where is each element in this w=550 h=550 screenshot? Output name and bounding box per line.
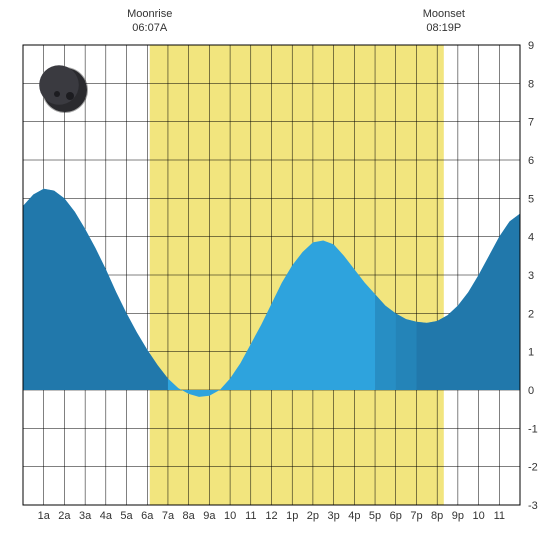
x-tick-label: 12 xyxy=(265,510,277,522)
moonrise-label: Moonrise xyxy=(127,8,172,20)
moonset-label: Moonset xyxy=(423,8,465,20)
x-tick-label: 9p xyxy=(452,510,464,522)
chart-svg: 1a2a3a4a5a6a7a8a9a1011121p2p3p4p5p6p7p8p… xyxy=(0,0,550,550)
moonrise-time: 06:07A xyxy=(132,22,168,34)
x-tick-label: 2p xyxy=(307,510,319,522)
tide-chart: 1a2a3a4a5a6a7a8a9a1011121p2p3p4p5p6p7p8p… xyxy=(0,0,550,550)
x-tick-label: 6a xyxy=(141,510,154,522)
x-tick-label: 7a xyxy=(162,510,175,522)
y-tick-label: 5 xyxy=(528,193,534,205)
moonset-time: 08:19P xyxy=(426,22,461,34)
x-tick-label: 7p xyxy=(410,510,422,522)
y-tick-label: 1 xyxy=(528,347,534,359)
x-tick-label: 9a xyxy=(203,510,216,522)
x-tick-label: 3a xyxy=(79,510,92,522)
x-tick-label: 11 xyxy=(494,510,505,522)
x-tick-label: 3p xyxy=(328,510,340,522)
y-tick-label: 0 xyxy=(528,385,534,397)
y-tick-label: 8 xyxy=(528,78,534,90)
x-tick-label: 6p xyxy=(390,510,402,522)
x-tick-label: 2a xyxy=(58,510,71,522)
x-tick-label: 10 xyxy=(472,510,484,522)
y-tick-label: 2 xyxy=(528,308,534,320)
y-tick-label: -1 xyxy=(528,423,538,435)
x-tick-label: 1a xyxy=(38,510,51,522)
x-tick-label: 11 xyxy=(245,510,256,522)
y-tick-label: 9 xyxy=(528,40,534,52)
x-tick-label: 10 xyxy=(224,510,236,522)
y-tick-label: -3 xyxy=(528,500,538,512)
x-tick-label: 4a xyxy=(100,510,113,522)
x-tick-label: 4p xyxy=(348,510,360,522)
x-tick-label: 8a xyxy=(183,510,196,522)
y-tick-label: -2 xyxy=(528,462,538,474)
x-tick-label: 5a xyxy=(120,510,133,522)
x-tick-label: 5p xyxy=(369,510,381,522)
y-tick-label: 6 xyxy=(528,155,534,167)
y-tick-label: 7 xyxy=(528,117,534,129)
x-tick-label: 1p xyxy=(286,510,298,522)
x-tick-label: 8p xyxy=(431,510,443,522)
y-tick-label: 3 xyxy=(528,270,534,282)
y-tick-label: 4 xyxy=(528,232,534,244)
